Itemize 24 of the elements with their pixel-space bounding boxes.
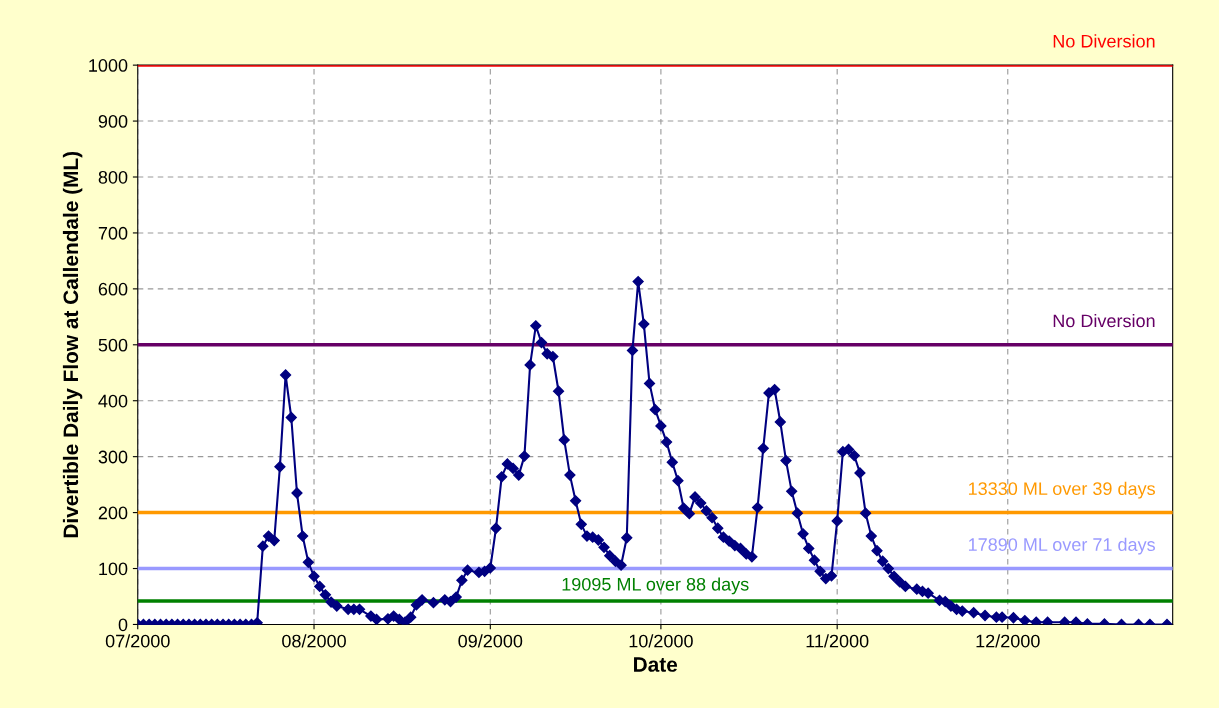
ref-line-label: No Diversion: [1053, 313, 1155, 328]
y-tick-label: 800: [98, 170, 128, 184]
y-tick-label: 600: [98, 282, 128, 296]
ref-line-label: 13330 ML over 39 days: [968, 481, 1155, 499]
ref-line-label: 19095 ML over 88 days: [562, 577, 749, 595]
y-tick-label: 900: [98, 115, 128, 128]
ref-line-label: 17890 ML over 71 days: [968, 537, 1155, 555]
x-axis-title: Date: [634, 657, 678, 672]
y-tick-label: 0: [118, 618, 128, 632]
x-tick-label: 11/2000: [806, 634, 869, 648]
x-tick-label: 10/2000: [629, 634, 693, 648]
y-tick-label: 100: [99, 562, 128, 576]
y-tick-label: 400: [98, 394, 128, 408]
y-tick-label: 700: [98, 226, 128, 240]
x-tick-label: 07/2000: [105, 634, 170, 648]
y-axis-title: Divertible Daily Flow at Callendale (ML): [62, 151, 83, 538]
y-tick-label: 300: [98, 450, 128, 464]
x-tick-label: 12/2000: [976, 634, 1040, 648]
x-tick-label: 08/2000: [282, 634, 346, 648]
ref-line-label: No Diversion: [1053, 34, 1155, 48]
y-tick-label: 200: [98, 506, 128, 520]
y-tick-label: 1000: [89, 59, 128, 72]
x-tick-label: 09/2000: [458, 634, 523, 648]
y-tick-label: 500: [98, 338, 128, 352]
